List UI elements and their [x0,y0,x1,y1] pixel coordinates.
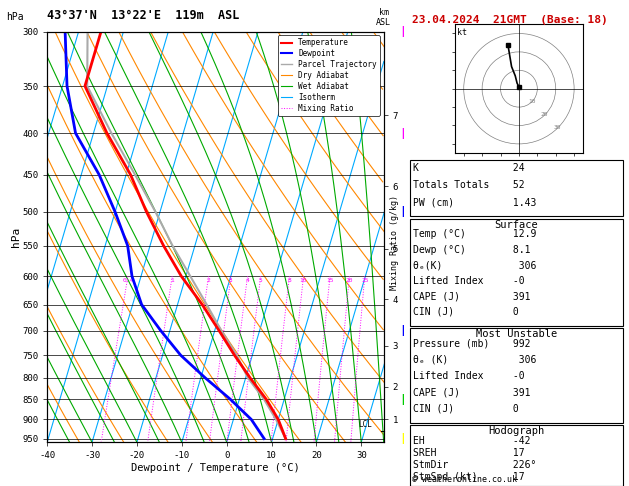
Text: PW (cm)          1.43: PW (cm) 1.43 [413,198,537,208]
Text: StmSpd (kt)      17: StmSpd (kt) 17 [413,472,525,482]
Text: LCL: LCL [359,420,372,429]
Text: Totals Totals    52: Totals Totals 52 [413,180,525,191]
Text: CAPE (J)         391: CAPE (J) 391 [413,387,531,397]
Text: 30: 30 [554,125,561,130]
Text: 15: 15 [326,278,334,283]
Text: km
ASL: km ASL [376,8,391,28]
Text: 20: 20 [345,278,353,283]
Text: Pressure (mb)    992: Pressure (mb) 992 [413,339,531,349]
Text: StmDir           226°: StmDir 226° [413,460,537,470]
Text: |: | [399,128,406,139]
Text: 2: 2 [206,278,210,283]
Text: 20: 20 [541,112,548,117]
Text: |: | [399,26,406,37]
Text: Dewp (°C)        8.1: Dewp (°C) 8.1 [413,245,531,255]
Y-axis label: hPa: hPa [11,227,21,247]
Text: |: | [399,394,406,405]
Text: Most Unstable: Most Unstable [476,329,557,339]
Text: θₑ (K)            306: θₑ (K) 306 [413,355,537,365]
Text: 10: 10 [528,99,535,104]
Text: 25: 25 [361,278,369,283]
Text: Lifted Index     -0: Lifted Index -0 [413,276,525,286]
Text: |: | [399,325,406,336]
Text: Hodograph: Hodograph [488,426,545,436]
Text: © weatheronline.co.uk: © weatheronline.co.uk [412,474,517,484]
Text: |: | [399,433,406,444]
Text: 43°37'N  13°22'E  119m  ASL: 43°37'N 13°22'E 119m ASL [47,9,240,22]
Text: CIN (J)          0: CIN (J) 0 [413,403,519,414]
Text: 5: 5 [259,278,262,283]
Text: 3: 3 [229,278,233,283]
Text: 4: 4 [246,278,249,283]
Text: 0.4: 0.4 [122,278,133,283]
Text: K                24: K 24 [413,163,525,173]
Legend: Temperature, Dewpoint, Parcel Trajectory, Dry Adiabat, Wet Adiabat, Isotherm, Mi: Temperature, Dewpoint, Parcel Trajectory… [277,35,380,116]
Text: 8: 8 [287,278,291,283]
Text: Mixing Ratio (g/kg): Mixing Ratio (g/kg) [390,195,399,291]
Text: Temp (°C)        12.9: Temp (°C) 12.9 [413,229,537,240]
Text: CIN (J)          0: CIN (J) 0 [413,307,519,317]
Text: kt: kt [457,28,467,37]
Text: 10: 10 [300,278,308,283]
Text: 23.04.2024  21GMT  (Base: 18): 23.04.2024 21GMT (Base: 18) [412,15,608,25]
Text: Lifted Index     -0: Lifted Index -0 [413,371,525,381]
X-axis label: Dewpoint / Temperature (°C): Dewpoint / Temperature (°C) [131,463,300,473]
Text: hPa: hPa [6,12,24,22]
Text: Surface: Surface [494,220,538,230]
Text: EH               -42: EH -42 [413,436,531,446]
Text: θₑ(K)             306: θₑ(K) 306 [413,260,537,270]
Text: CAPE (J)         391: CAPE (J) 391 [413,292,531,301]
Text: SREH             17: SREH 17 [413,448,525,458]
Text: 1: 1 [170,278,174,283]
Text: |: | [399,207,406,217]
